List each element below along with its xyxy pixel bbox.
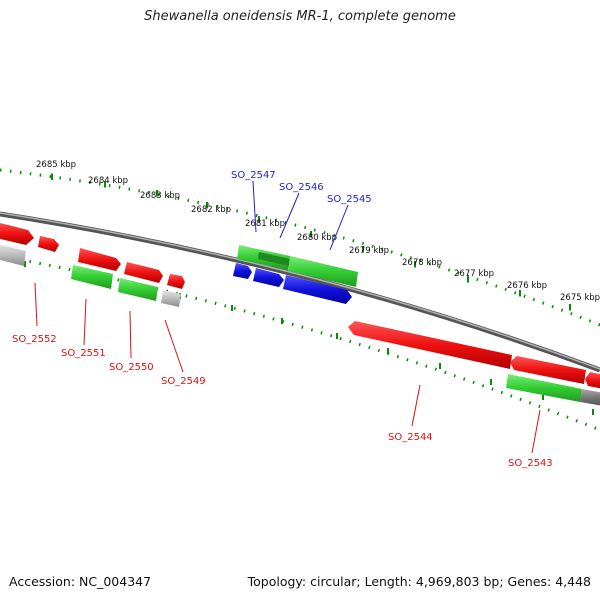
genome-backbone — [0, 211, 600, 373]
gene-arrow-red[interactable] — [348, 321, 512, 369]
gene-label[interactable]: SO_2547 — [231, 170, 276, 181]
scale-labels: 2685 kbp 2684 kbp 2683 kbp 2682 kbp 2681… — [36, 160, 600, 303]
scale-label: 2680 kbp — [297, 233, 337, 243]
label-leaders — [34, 180, 541, 454]
scale-label: 2677 kbp — [454, 269, 494, 279]
scale-label: 2684 kbp — [88, 176, 128, 186]
gene-labels-bottom: SO_2552 SO_2551 SO_2550 SO_2549 SO_2544 … — [12, 334, 553, 469]
gene-label[interactable]: SO_2545 — [327, 194, 372, 205]
scale-label: 2679 kbp — [349, 246, 389, 256]
gene-arrow-blue[interactable] — [233, 263, 252, 279]
gray-features — [0, 244, 181, 307]
gene-label[interactable]: SO_2543 — [508, 458, 553, 469]
gene-arrow-red[interactable] — [0, 222, 34, 245]
scale-label: 2675 kbp — [560, 293, 600, 303]
scale-label: 2683 kbp — [140, 191, 180, 201]
gene-arrow-green[interactable] — [71, 265, 113, 289]
gene-arrow-red[interactable] — [78, 248, 121, 271]
accession-text: Accession: NC_004347 — [9, 574, 152, 589]
forward-strand-features — [0, 222, 185, 289]
gene-arrow-dkgray[interactable] — [580, 389, 600, 406]
scale-label: 2682 kbp — [191, 205, 231, 215]
blue-features — [233, 263, 352, 304]
genome-backbone-highlight — [0, 212, 600, 370]
gene-arrow-red[interactable] — [167, 274, 185, 289]
gene-arrow-gray[interactable] — [0, 244, 26, 266]
scale-label: 2685 kbp — [36, 160, 76, 170]
gene-arrow-green-dark[interactable] — [258, 252, 290, 266]
gene-arrow-red[interactable] — [585, 372, 600, 389]
genome-title: Shewanella oneidensis MR-1, complete gen… — [144, 9, 456, 24]
gene-arrow-blue[interactable] — [283, 275, 352, 304]
reverse-red-features — [348, 321, 600, 389]
scale-label: 2676 kbp — [507, 281, 547, 291]
gene-arrow-green[interactable] — [118, 278, 158, 301]
gene-label[interactable]: SO_2544 — [388, 432, 433, 443]
gene-label[interactable]: SO_2551 — [61, 348, 106, 359]
gene-label[interactable]: SO_2546 — [279, 182, 324, 193]
scale-label: 2681 kbp — [245, 219, 285, 229]
gene-label[interactable]: SO_2550 — [109, 362, 154, 373]
gene-arrow-red[interactable] — [510, 356, 586, 384]
green-features — [71, 245, 600, 406]
gene-label[interactable]: SO_2549 — [161, 376, 206, 387]
scale-label: 2678 kbp — [402, 258, 442, 268]
gene-labels-top: SO_2547 SO_2546 SO_2545 — [231, 170, 372, 205]
gene-arrow-red[interactable] — [124, 262, 163, 283]
genome-summary-text: Topology: circular; Length: 4,969,803 bp… — [247, 574, 591, 589]
tick-ring-outer — [0, 168, 600, 327]
gene-arrow-gray[interactable] — [161, 290, 181, 307]
gene-arrow-red[interactable] — [38, 236, 59, 252]
gene-arrow-blue[interactable] — [253, 268, 284, 287]
major-ticks-outer — [51, 173, 571, 311]
gene-arrow-green[interactable] — [506, 374, 582, 402]
gene-arrow-green[interactable] — [288, 256, 358, 287]
gene-label[interactable]: SO_2552 — [12, 334, 57, 345]
